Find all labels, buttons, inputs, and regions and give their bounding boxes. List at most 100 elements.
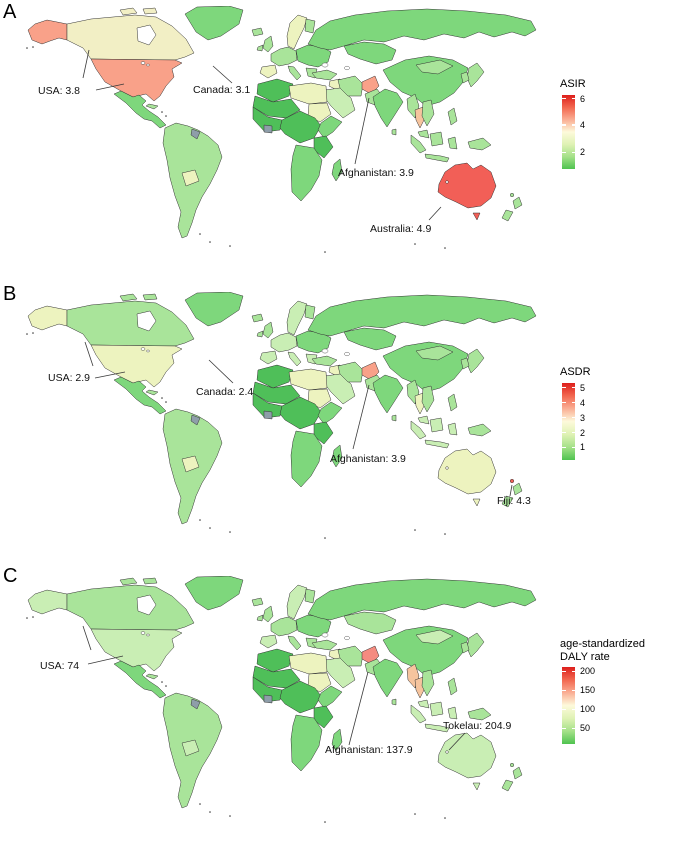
lake (140, 347, 146, 351)
region-philippines (447, 677, 458, 696)
legend-tick-label: 4 (580, 119, 586, 130)
legend-tick-mark (562, 727, 566, 729)
legend-asir-title: ASIR (560, 78, 680, 91)
region-mongolia (415, 59, 454, 75)
legend-tick-label: 1 (580, 442, 586, 453)
region-southernafrica (290, 144, 323, 202)
region-greenland (184, 576, 244, 611)
panel-b-asdr: B USA: 2.9 Canada: 2.4 Afghanistan: 3.9 Fij… (0, 282, 685, 564)
region-westafrica (252, 676, 283, 703)
region-maghreb (256, 648, 294, 673)
annotation-leader-line (354, 97, 370, 165)
lake (136, 24, 157, 46)
region-alaska (27, 19, 68, 45)
region-centralasia (343, 327, 397, 351)
region-bolivia (181, 739, 200, 757)
island-speck (444, 247, 446, 249)
panel-b-label: B (3, 283, 17, 305)
region-india (372, 374, 404, 414)
region-southernafrica (290, 430, 323, 488)
region-cuba (145, 389, 159, 396)
region-cuba (145, 673, 159, 680)
island-speck (414, 529, 416, 531)
annotation-leader-line (208, 359, 234, 384)
lake (146, 633, 150, 637)
region-bolivia (181, 455, 200, 473)
annotation-label: Afghanistan: 3.9 (338, 167, 414, 179)
region-japan (466, 348, 485, 374)
region-borneo (429, 417, 444, 433)
region-iceland (251, 597, 264, 607)
region-tokelau (445, 750, 449, 754)
region-srilanka (391, 128, 397, 136)
region-sumatra (410, 420, 427, 440)
region-malaysia (417, 129, 430, 139)
island-speck (32, 46, 34, 48)
region-sumatra (410, 134, 427, 154)
island-speck (444, 817, 446, 819)
region-russia (307, 8, 537, 51)
legend-tick-mark (571, 708, 575, 710)
region-borneo (429, 131, 444, 147)
region-vietnam (421, 669, 435, 697)
legend-asir-title-line1: ASIR (560, 78, 586, 90)
region-nz_north (512, 196, 523, 210)
lake (344, 635, 350, 641)
region-russia (307, 578, 537, 621)
annotation-leader-line (348, 671, 369, 746)
region-maghreb (256, 364, 294, 389)
legend-tick-mark (571, 124, 575, 126)
annotation-leader-line (428, 206, 442, 221)
region-arctic1 (119, 293, 138, 302)
region-cotedivoire (263, 694, 273, 704)
region-nz_south (501, 495, 514, 508)
region-usa (90, 628, 183, 672)
legend-asir-colorbar: 6 4 2 (562, 94, 585, 169)
region-iberia (259, 350, 278, 365)
region-usa (90, 344, 183, 388)
region-vietnam (421, 99, 435, 127)
annotation-leader-line (509, 484, 513, 497)
island-speck (199, 803, 201, 805)
region-sulawesi (447, 422, 458, 436)
region-tokelau (445, 180, 449, 184)
region-iceland (251, 27, 264, 37)
legend-tick-mark (571, 670, 575, 672)
island-speck (26, 617, 28, 619)
region-nz_north (512, 766, 523, 780)
annotation-label: Canada: 3.1 (193, 84, 250, 96)
annotation-label: Afghanistan: 3.9 (330, 453, 406, 465)
legend-asdr: ASDR 5 4 3 2 1 (560, 366, 680, 460)
annotation-leader-line (87, 655, 124, 665)
region-sumatra (410, 704, 427, 724)
annotation-leader-line (82, 49, 90, 79)
panel-a-label: A (3, 1, 17, 23)
lake (146, 349, 150, 353)
region-centralasia (343, 41, 397, 65)
region-malaysia (417, 699, 430, 709)
panel-c-daly: C USA: 74 Afghanistan: 137.9 Tokelau: 204.… (0, 564, 685, 846)
region-srilanka (391, 698, 397, 706)
region-tokelau (445, 466, 449, 470)
legend-daly: age-standardized DALY rate 200 150 100 50 (560, 638, 680, 745)
world-map-asir: USA: 3.8 Canada: 3.1 Afghanistan: 3.9 Austr… (26, 6, 537, 253)
annotation-label: Canada: 2.4 (196, 386, 253, 398)
legend-asdr-title-line1: ASDR (560, 366, 591, 378)
region-tasmania (472, 212, 481, 221)
legend-tick-mark (562, 387, 566, 389)
island-speck (161, 397, 163, 399)
legend-tick-mark (571, 402, 575, 404)
region-iberia (259, 64, 278, 79)
region-europe_west (270, 616, 298, 637)
annotation-leader-line (94, 371, 126, 379)
region-philippines (447, 393, 458, 412)
region-java (424, 439, 450, 449)
legend-asdr-colorbar: 5 4 3 2 1 (562, 382, 585, 460)
region-iberia (259, 634, 278, 649)
region-horn (317, 115, 343, 139)
legend-tick-mark (571, 98, 575, 100)
region-nz_south (501, 779, 514, 792)
legend-daly-title: age-standardized DALY rate (560, 638, 680, 663)
island-speck (26, 333, 28, 335)
region-australia (437, 448, 497, 495)
